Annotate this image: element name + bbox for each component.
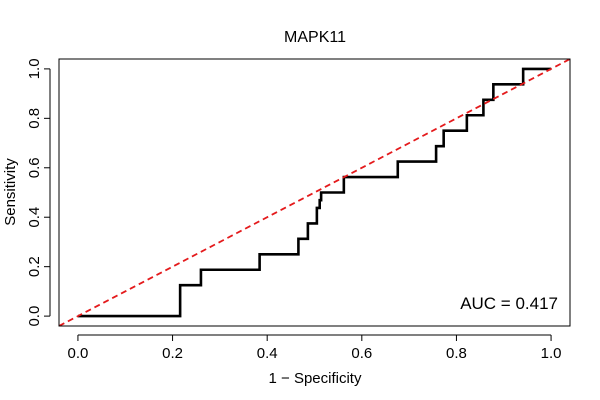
x-tick-label: 0.6	[351, 345, 372, 362]
y-axis-label: Sensitivity	[2, 158, 19, 226]
x-tick-label: 0.8	[446, 345, 467, 362]
y-tick-label: 0.4	[26, 207, 43, 228]
x-tick-label: 1.0	[541, 345, 562, 362]
roc-curve-line	[77, 67, 552, 318]
reference-diagonal-line	[59, 59, 570, 326]
plot-frame	[58, 58, 571, 327]
y-tick-label: 0.8	[26, 108, 43, 129]
y-tick-label: 0.2	[26, 256, 43, 277]
auc-annotation: AUC = 0.417	[460, 294, 558, 313]
chart-title: MAPK11	[284, 29, 346, 46]
x-tick-label: 0.4	[257, 345, 278, 362]
x-axis-label: 1 − Specificity	[269, 370, 362, 387]
y-tick-label: 0.6	[26, 157, 43, 178]
y-tick-label: 1.0	[26, 58, 43, 79]
x-tick-label: 0.0	[67, 345, 88, 362]
y-tick-label: 0.0	[26, 306, 43, 327]
x-tick-label: 0.2	[162, 345, 183, 362]
